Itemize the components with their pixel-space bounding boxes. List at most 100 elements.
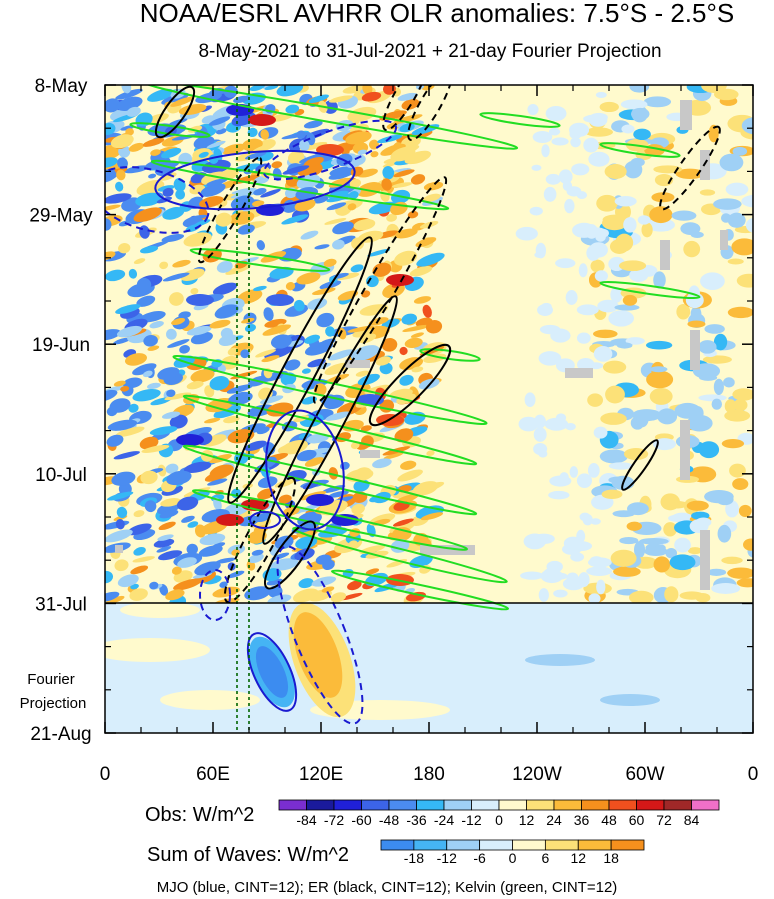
- x-tick-label: 120W: [512, 764, 562, 785]
- anomaly-blob: [400, 460, 417, 470]
- anomaly-blob: [365, 568, 380, 575]
- anomaly-blob: [741, 117, 753, 135]
- anomaly-blob: [331, 514, 359, 526]
- anomaly-blob: [167, 339, 190, 348]
- anomaly-blob: [593, 346, 613, 362]
- anomaly-blob: [271, 161, 283, 169]
- anomaly-blob: [252, 200, 265, 207]
- anomaly-blob: [166, 389, 176, 398]
- anomaly-blob: [107, 419, 138, 431]
- anomaly-blob: [261, 355, 280, 363]
- kelvin-contour: [599, 142, 681, 158]
- anomaly-blob: [566, 572, 579, 584]
- anomaly-blob: [105, 251, 116, 261]
- anomaly-blob: [554, 572, 568, 580]
- obs-colorbar-box: [553, 799, 582, 811]
- anomaly-blob: [367, 248, 391, 257]
- anomaly-blob: [198, 545, 223, 557]
- obs-colorbar-box: [333, 799, 362, 811]
- anomaly-blob: [392, 518, 414, 527]
- anomaly-blob: [629, 590, 654, 605]
- anomaly-blob: [698, 394, 727, 402]
- anomaly-blob: [115, 88, 143, 100]
- anomaly-blob: [216, 514, 244, 526]
- anomaly-blob: [410, 332, 424, 338]
- anomaly-blob: [106, 434, 124, 447]
- anomaly-blob: [130, 565, 149, 575]
- obs-colorbar-label: Obs: W/m^2: [145, 804, 254, 826]
- anomaly-blob: [249, 85, 265, 92]
- anomaly-blob: [399, 346, 408, 356]
- anomaly-blob: [206, 178, 228, 187]
- anomaly-blob: [142, 137, 165, 147]
- anomaly-blob: [619, 536, 639, 545]
- anomaly-blob: [423, 181, 444, 191]
- anomaly-blob: [360, 425, 372, 432]
- anomaly-blob: [175, 189, 186, 200]
- anomaly-blob: [214, 304, 239, 319]
- anomaly-blob: [548, 490, 570, 500]
- anomaly-blob: [247, 127, 258, 138]
- anomaly-blob: [523, 533, 547, 550]
- waves-colorbar-box: [413, 839, 448, 851]
- anomaly-blob: [657, 408, 678, 425]
- anomaly-blob: [704, 324, 725, 334]
- anomaly-blob: [169, 414, 188, 429]
- er-contour: [659, 125, 721, 211]
- anomaly-blob: [366, 275, 379, 288]
- obs-colorbar-box: [636, 799, 665, 811]
- anomaly-blob: [381, 338, 398, 352]
- anomaly-blob: [582, 514, 593, 526]
- anomaly-blob: [593, 426, 608, 439]
- anomaly-blob: [401, 313, 417, 325]
- anomaly-blob: [361, 91, 382, 102]
- anomaly-blob: [158, 550, 183, 561]
- anomaly-blob: [105, 595, 125, 604]
- anomaly-blob: [636, 410, 649, 428]
- kelvin-contour: [182, 444, 478, 516]
- anomaly-blob: [260, 188, 281, 198]
- anomaly-blob: [637, 215, 651, 225]
- anomaly-blob: [194, 561, 221, 576]
- anomaly-blob: [186, 294, 214, 306]
- anomaly-blob: [524, 392, 536, 408]
- anomaly-blob: [407, 210, 419, 219]
- anomaly-blob: [394, 250, 418, 266]
- obs-colorbar-box: [471, 799, 500, 811]
- anomaly-blob: [701, 85, 727, 93]
- anomaly-blob: [142, 370, 153, 378]
- anomaly-blob: [128, 403, 139, 413]
- anomaly-blob: [404, 150, 431, 165]
- projection-blob: [255, 646, 289, 698]
- y-tick-label: 21-Aug: [30, 724, 91, 745]
- anomaly-blob: [105, 122, 116, 135]
- anomaly-blob: [300, 230, 319, 240]
- anomaly-blob: [157, 367, 180, 380]
- anomaly-blob: [272, 167, 282, 181]
- waves-colorbar-box: [544, 839, 579, 851]
- anomaly-blob: [324, 218, 347, 225]
- anomaly-blob: [122, 377, 143, 389]
- anomaly-blob: [227, 347, 239, 356]
- anomaly-blob: [587, 463, 600, 478]
- anomaly-blob: [124, 165, 149, 174]
- anomaly-blob: [105, 529, 133, 543]
- anomaly-blob: [143, 335, 158, 347]
- anomaly-blob: [337, 290, 359, 301]
- anomaly-blob: [315, 554, 332, 565]
- anomaly-blob: [328, 95, 353, 103]
- anomaly-blob: [529, 206, 543, 216]
- mjo-contour: [199, 569, 231, 621]
- obs-colorbar-box: [388, 799, 417, 811]
- anomaly-blob: [568, 540, 593, 552]
- anomaly-blob: [325, 326, 335, 337]
- anomaly-blob: [228, 211, 255, 225]
- anomaly-blob: [604, 164, 627, 179]
- anomaly-blob: [416, 481, 445, 494]
- anomaly-blob: [716, 493, 734, 506]
- anomaly-blob: [399, 374, 414, 386]
- anomaly-blob: [186, 380, 204, 390]
- anomaly-blob: [285, 104, 300, 114]
- anomaly-blob: [599, 101, 619, 113]
- anomaly-blob: [731, 238, 753, 256]
